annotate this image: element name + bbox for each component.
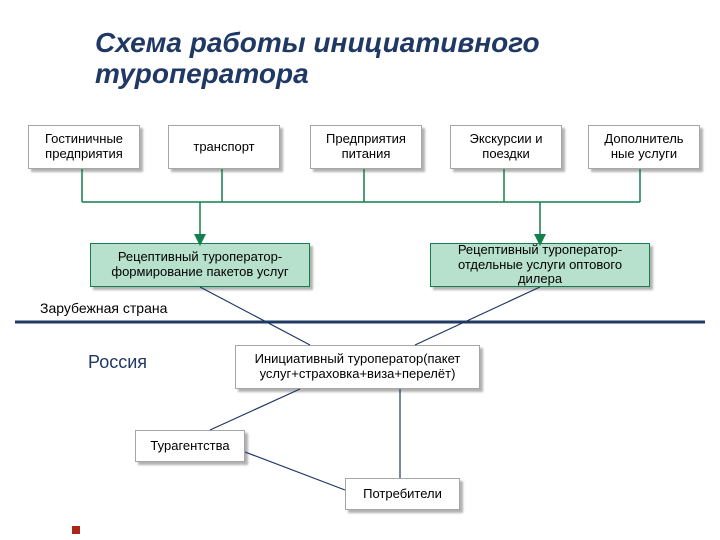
receptive-dealer-box: Рецептивный туроператор- отдельные услуг… <box>430 243 650 287</box>
supplier-label: Дополнитель ные услуги <box>593 132 695 162</box>
supplier-label: транспорт <box>193 140 254 155</box>
page-title: Схема работы инициативного туроператора <box>95 28 655 90</box>
receptive-label: Рецептивный туроператор- формирование па… <box>95 250 305 280</box>
initiative-label: Инициативный туроператор(пакет услуг+стр… <box>240 352 475 382</box>
supplier-box-hotels: Гостиничные предприятия <box>28 125 140 169</box>
initiative-operator-box: Инициативный туроператор(пакет услуг+стр… <box>235 345 480 389</box>
supplier-label: Экскурсии и поездки <box>455 132 557 162</box>
foreign-country-label: Зарубежная страна <box>40 300 167 316</box>
consumers-label: Потребители <box>363 487 442 502</box>
consumers-box: Потребители <box>345 478 460 510</box>
supplier-box-transport: транспорт <box>168 125 280 169</box>
russia-label: Россия <box>88 352 147 373</box>
agencies-box: Турагентства <box>135 430 245 462</box>
supplier-label: Гостиничные предприятия <box>33 132 135 162</box>
supplier-box-excursions: Экскурсии и поездки <box>450 125 562 169</box>
supplier-label: Предприятия питания <box>315 132 417 162</box>
supplier-box-food: Предприятия питания <box>310 125 422 169</box>
receptive-packages-box: Рецептивный туроператор- формирование па… <box>90 243 310 287</box>
slide-bullet-icon <box>72 526 80 534</box>
supplier-box-extra: Дополнитель ные услуги <box>588 125 700 169</box>
receptive-label: Рецептивный туроператор- отдельные услуг… <box>435 243 645 288</box>
agencies-label: Турагентства <box>150 439 229 454</box>
